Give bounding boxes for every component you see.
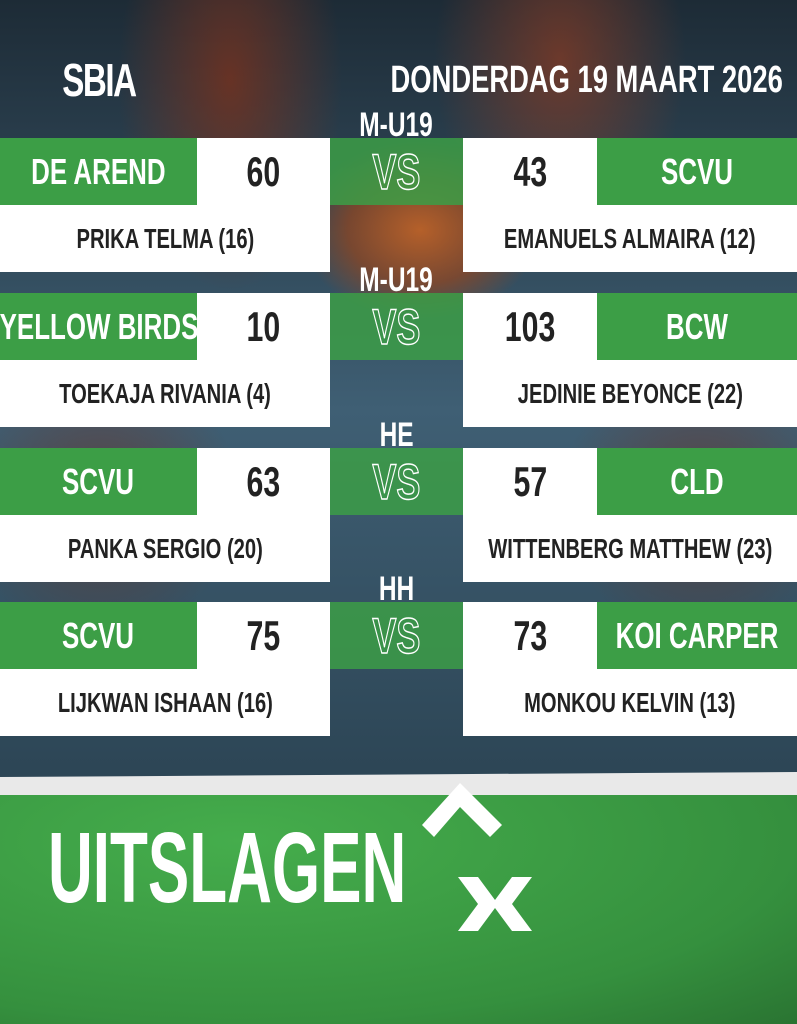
home-score: 60 [197, 138, 330, 205]
away-score: 103 [463, 293, 597, 360]
away-score: 73 [463, 602, 597, 669]
home-score: 75 [197, 602, 330, 669]
vs-label: VS [330, 448, 463, 515]
home-top-scorer: PANKA SERGIO (20) [0, 515, 330, 582]
vs-label: VS [330, 602, 463, 669]
footer-title: UITSLAGEN [48, 812, 407, 924]
away-team: KOI CARPER [597, 602, 797, 669]
away-team: CLD [597, 448, 797, 515]
away-team: SCVU [597, 138, 797, 205]
home-top-scorer: LIJKWAN ISHAAN (16) [0, 669, 330, 736]
away-score: 43 [463, 138, 597, 205]
vs-label: VS [330, 293, 463, 360]
away-top-scorer: JEDINIE BEYONCE (22) [463, 360, 797, 427]
game-category: M-U19 [359, 106, 434, 144]
game-category: HH [378, 570, 415, 608]
away-top-scorer: EMANUELS ALMAIRA (12) [463, 205, 797, 272]
game-category: HE [379, 416, 414, 454]
home-score: 63 [197, 448, 330, 515]
home-top-scorer: TOEKAJA RIVANIA (4) [0, 360, 330, 427]
home-top-scorer: PRIKA TELMA (16) [0, 205, 330, 272]
away-top-scorer: MONKOU KELVIN (13) [463, 669, 797, 736]
footer-panel [0, 795, 797, 1024]
away-score: 57 [463, 448, 597, 515]
away-top-scorer: WITTENBERG MATTHEW (23) [463, 515, 797, 582]
vs-label: VS [330, 138, 463, 205]
andreas-cross-icon [422, 783, 532, 931]
away-team: BCW [597, 293, 797, 360]
home-team: SCVU [0, 602, 197, 669]
home-score: 10 [197, 293, 330, 360]
home-team: DE AREND [0, 138, 197, 205]
home-team: YELLOW BIRDS [0, 293, 198, 360]
sbia-logo: SBIA [62, 54, 137, 106]
game-category: M-U19 [359, 261, 434, 299]
match-date: DONDERDAG 19 MAART 2026 [390, 59, 783, 101]
home-team: SCVU [0, 448, 197, 515]
